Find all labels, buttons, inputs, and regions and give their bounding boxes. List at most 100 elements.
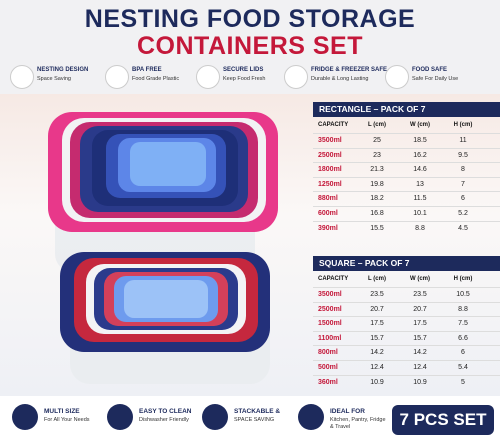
column-header: H (cm) (453, 122, 473, 128)
table-cell: 2500ml (318, 151, 342, 159)
table-cell: 2500ml (318, 305, 342, 313)
table-cell: 8.8 (458, 305, 468, 313)
row-divider (313, 133, 500, 134)
feature-title: NESTING DESIGN (37, 67, 89, 73)
table-cell: 20.7 (370, 305, 384, 313)
feature-title: FRIDGE & FREEZER SAFE (311, 67, 388, 73)
column-header: L (cm) (368, 122, 386, 128)
product-photo (48, 112, 278, 384)
table-cell: 14.2 (413, 349, 427, 357)
benefit-title: MULTI SIZE (44, 408, 80, 415)
row-divider (313, 345, 500, 347)
table-cell: 1800ml (318, 166, 342, 174)
table-cell: 10.9 (413, 378, 427, 386)
feature: FOOD SAFE Safe For Daily Use (385, 63, 481, 97)
row-divider (313, 374, 500, 376)
column-header: W (cm) (410, 276, 430, 282)
row-divider (313, 316, 500, 318)
benefit-text: SPACE SAVING (234, 417, 275, 423)
table-cell: 20.7 (413, 305, 427, 313)
table-cell: 800ml (318, 349, 338, 357)
table-cell: 23.5 (413, 291, 427, 298)
benefit-icon (298, 404, 324, 430)
table-cell: 23.5 (370, 291, 384, 298)
benefit-text: Kitchen, Pantry, Fridge & Travel (330, 417, 386, 430)
table-cell: 1100ml (318, 334, 342, 342)
feature: FRIDGE & FREEZER SAFE Durable & Long Last… (284, 63, 387, 97)
column-header: L (cm) (368, 276, 386, 282)
benefit: STACKABLE & SPACE SAVING (202, 402, 297, 438)
table-cell: 1250ml (318, 180, 342, 188)
benefit-text: Dishwasher Friendly (139, 417, 189, 423)
feature-text: Durable & Long Lasting (311, 76, 369, 82)
feature: NESTING DESIGN Space Saving (10, 63, 106, 97)
column-header: CAPACITY (318, 276, 349, 282)
benefit: MULTI SIZE For All Your Needs (12, 402, 107, 438)
row-divider (313, 162, 500, 164)
table-cell: 12.4 (370, 364, 384, 371)
row-divider (313, 147, 500, 149)
table-cell: 7.5 (458, 320, 468, 328)
column-header: CAPACITY (318, 122, 349, 128)
benefit: EASY TO CLEAN Dishwasher Friendly (107, 402, 202, 438)
feature: SECURE LIDS Keep Food Fresh (196, 63, 292, 97)
feature-icon (284, 65, 308, 89)
table-cell: 16.2 (413, 151, 427, 159)
table-cell: 12.4 (413, 364, 427, 371)
table-cell: 19.8 (370, 180, 384, 188)
benefit-icon (202, 404, 228, 430)
feature-icon (10, 65, 34, 89)
table-cell: 25 (373, 137, 381, 144)
table-cell: 5 (461, 378, 465, 386)
table-cell: 5.4 (458, 364, 468, 371)
row-divider (313, 360, 500, 361)
benefit-icon (107, 404, 133, 430)
table-cell: 880ml (318, 195, 338, 203)
table-title: SQUARE – PACK OF 7 (313, 256, 500, 271)
table-cell: 360ml (318, 378, 338, 386)
benefit-title: STACKABLE & (234, 408, 281, 415)
row-divider (313, 301, 500, 303)
feature: BPA FREE Food Grade Plastic (105, 63, 201, 97)
table-cell: 10.1 (413, 210, 427, 217)
table-cell: 11.5 (413, 195, 427, 203)
table-cell: 17.5 (370, 320, 384, 328)
row-divider (313, 287, 500, 288)
table-cell: 3500ml (318, 291, 342, 298)
table-cell: 6 (461, 349, 465, 357)
table-cell: 5.2 (458, 210, 468, 217)
table-cell: 7 (461, 180, 465, 188)
row-divider (313, 330, 500, 332)
table-cell: 15.7 (413, 334, 427, 342)
table-cell: 10.5 (456, 291, 470, 298)
benefit-title: EASY TO CLEAN (139, 408, 192, 415)
table-cell: 11 (459, 137, 467, 144)
title-line-2: CONTAINERS SET (137, 32, 363, 60)
feature-title: BPA FREE (132, 67, 162, 73)
table-cell: 17.5 (413, 320, 427, 328)
table-cell: 8.8 (415, 224, 425, 232)
table-cell: 14.2 (370, 349, 384, 357)
feature-text: Safe For Daily Use (412, 76, 459, 82)
table-cell: 1500ml (318, 320, 342, 328)
row-divider (313, 176, 500, 178)
benefit-text: For All Your Needs (44, 417, 90, 423)
table-title: RECTANGLE – PACK OF 7 (313, 102, 500, 117)
table-cell: 18.2 (370, 195, 384, 203)
table-cell: 6.6 (458, 334, 468, 342)
table-cell: 10.9 (370, 378, 384, 386)
table-cell: 13 (416, 180, 424, 188)
table-cell: 23 (373, 151, 381, 159)
feature-title: FOOD SAFE (412, 67, 448, 73)
table-cell: 500ml (318, 364, 338, 371)
table-cell: 15.7 (370, 334, 384, 342)
table-cell: 600ml (318, 210, 338, 217)
title-line-1: NESTING FOOD STORAGE (84, 5, 416, 33)
feature-icon (385, 65, 409, 89)
feature-icon (196, 65, 220, 89)
row-divider (313, 206, 500, 207)
column-header: W (cm) (410, 122, 430, 128)
table-cell: 8 (461, 166, 465, 174)
feature-text: Space Saving (37, 76, 71, 82)
